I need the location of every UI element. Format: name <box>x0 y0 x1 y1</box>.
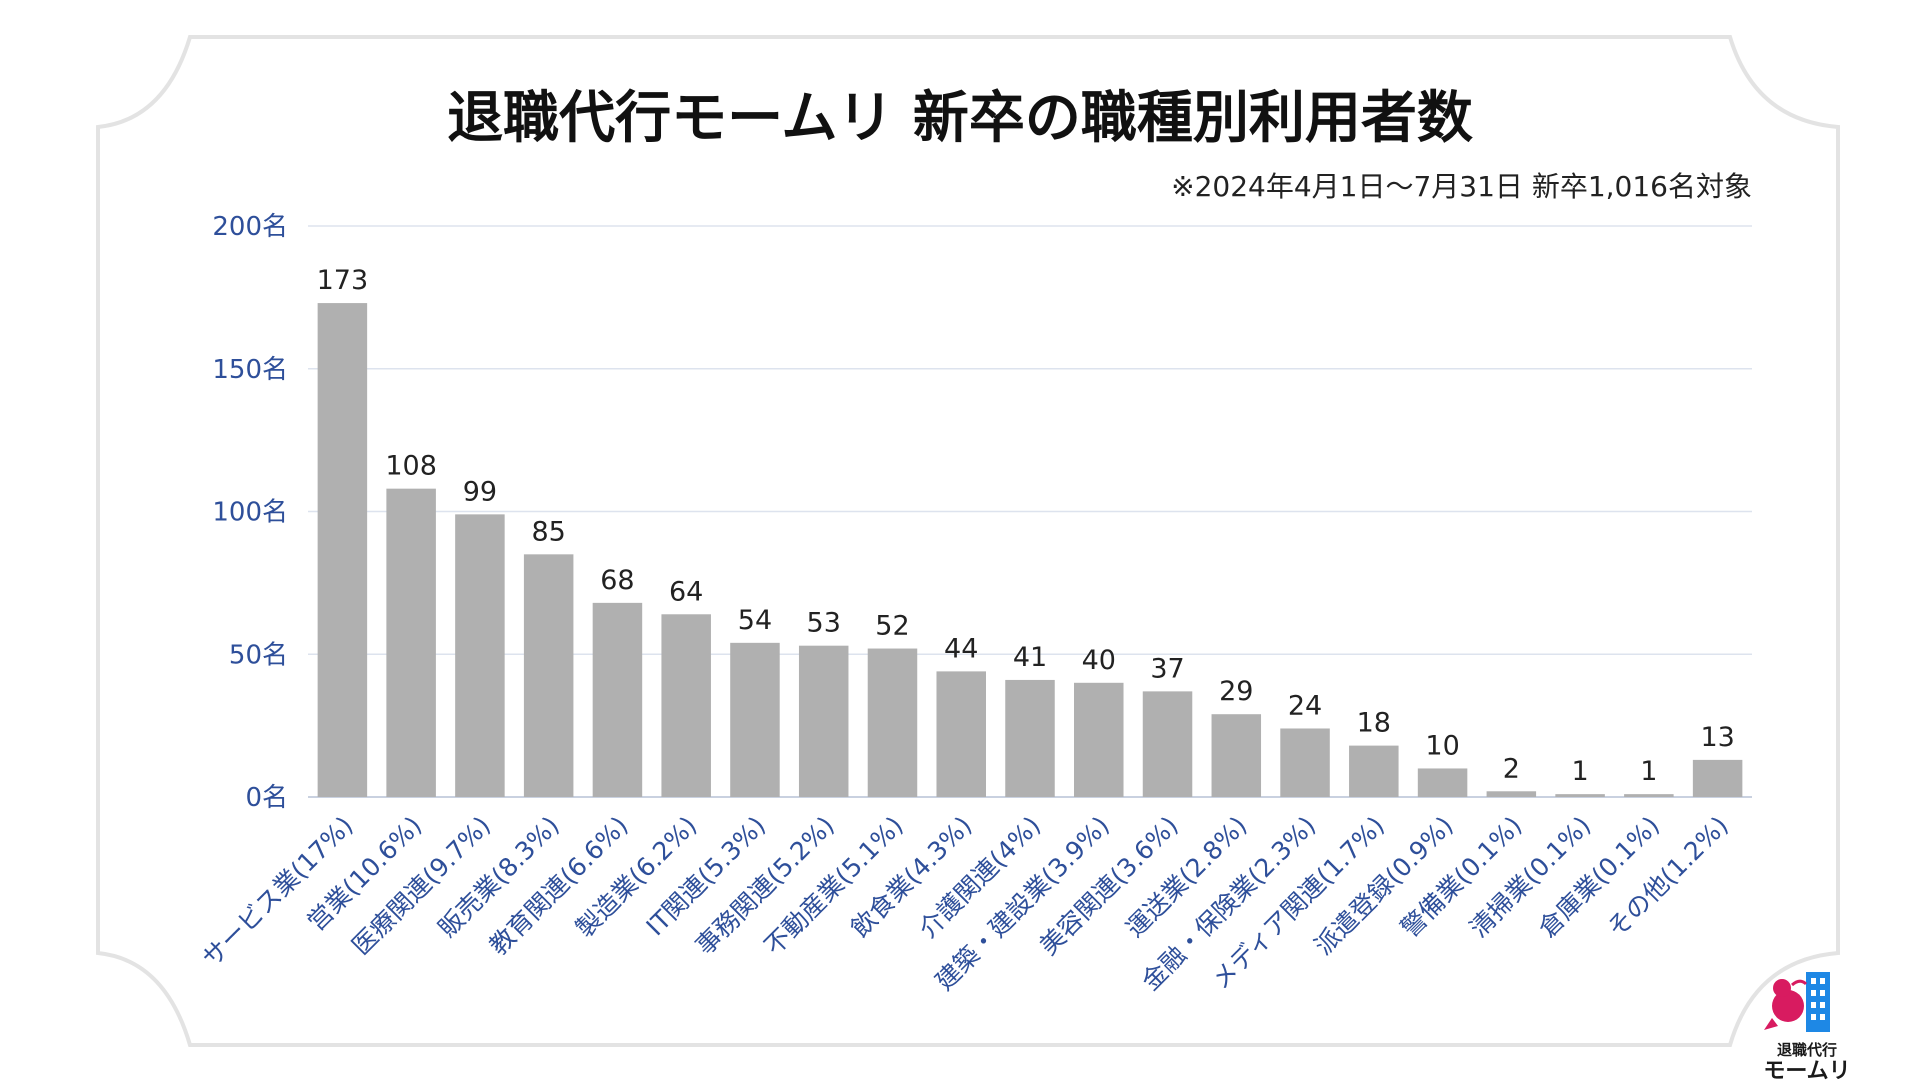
x-tick-label: 飲食業(4.3%) <box>845 811 977 943</box>
x-tick-label: 清掃業(0.1%) <box>1464 811 1596 943</box>
bar <box>1142 691 1193 797</box>
data-label: 2 <box>1503 753 1520 784</box>
data-label: 108 <box>385 451 437 482</box>
bar <box>592 602 643 797</box>
data-label: 54 <box>738 605 772 636</box>
bar <box>730 642 780 797</box>
decorative-frame <box>96 35 1840 1047</box>
data-label: 53 <box>807 608 841 639</box>
x-tick-label: 販売業(8.3%) <box>433 811 565 943</box>
bar <box>1486 791 1537 797</box>
data-label: 18 <box>1357 708 1391 739</box>
y-tick-label: 100名 <box>212 498 288 528</box>
data-label: 24 <box>1288 690 1322 721</box>
chart-title: 退職代行モームリ 新卒の職種別利用者数 <box>447 86 1473 151</box>
y-axis-ticks: 0名 50名 100名 150名 200名 <box>212 212 288 813</box>
bar <box>1211 714 1262 797</box>
bar <box>1005 679 1055 797</box>
x-tick-label: 倉庫業(0.1%) <box>1533 811 1665 943</box>
x-tick-label: IT関連(5.3%) <box>641 811 772 942</box>
bar <box>1417 768 1468 797</box>
y-tick-label: 50名 <box>229 640 288 670</box>
bar <box>1349 745 1399 797</box>
data-label: 173 <box>317 265 369 296</box>
bar <box>798 645 849 797</box>
data-label: 10 <box>1425 730 1459 761</box>
x-tick-label: 警備業(0.1%) <box>1395 811 1527 943</box>
data-label: 1 <box>1640 756 1657 787</box>
y-tick-label: 150名 <box>212 355 288 385</box>
x-axis-ticks: サービス業(17%)営業(10.6%)医療関連(9.7%)販売業(8.3%)教育… <box>197 811 1734 996</box>
y-tick-label: 200名 <box>212 212 288 242</box>
chart-subtitle: ※2024年4月1日〜7月31日 新卒1,016名対象 <box>1171 170 1752 203</box>
mascot-icon <box>1764 979 1808 1030</box>
bar <box>1692 759 1743 797</box>
x-tick-label: 運送業(2.8%) <box>1120 811 1252 943</box>
logo-line2: モームリ <box>1763 1059 1850 1080</box>
x-tick-label: 製造業(6.2%) <box>570 811 702 943</box>
bars <box>317 303 1743 797</box>
data-label: 13 <box>1700 722 1734 753</box>
x-tick-label: 介護関連(4%) <box>913 811 1046 944</box>
brand-logo: 退職代行 モームリ <box>1763 972 1851 1084</box>
bar <box>1074 682 1124 797</box>
data-label: 41 <box>1013 642 1047 673</box>
x-tick-label: その他(1.2%) <box>1602 811 1734 943</box>
bar <box>1280 728 1330 797</box>
data-label: 99 <box>463 476 497 507</box>
data-label: 52 <box>875 611 909 642</box>
data-label: 68 <box>600 565 634 596</box>
bar <box>1555 794 1605 797</box>
y-tick-label: 0名 <box>245 783 288 813</box>
building-icon <box>1806 972 1830 1032</box>
data-label: 40 <box>1082 645 1116 676</box>
bar <box>317 303 368 797</box>
bar <box>386 488 436 797</box>
bar <box>455 514 505 797</box>
bar <box>661 614 711 797</box>
logo-line1: 退職代行 <box>1777 1041 1837 1059</box>
bar <box>523 554 574 797</box>
data-labels: 173 108 99 85 68 64 54 53 52 44 41 40 37 29 24 18 10 2 1 1 1… <box>317 265 1735 787</box>
data-label: 37 <box>1150 653 1184 684</box>
data-label: 1 <box>1572 756 1589 787</box>
bar <box>1624 794 1674 797</box>
bar <box>867 648 918 797</box>
data-label: 29 <box>1219 676 1253 707</box>
data-label: 85 <box>531 516 565 547</box>
data-label: 44 <box>944 633 978 664</box>
bar <box>936 671 986 797</box>
data-label: 64 <box>669 576 703 607</box>
